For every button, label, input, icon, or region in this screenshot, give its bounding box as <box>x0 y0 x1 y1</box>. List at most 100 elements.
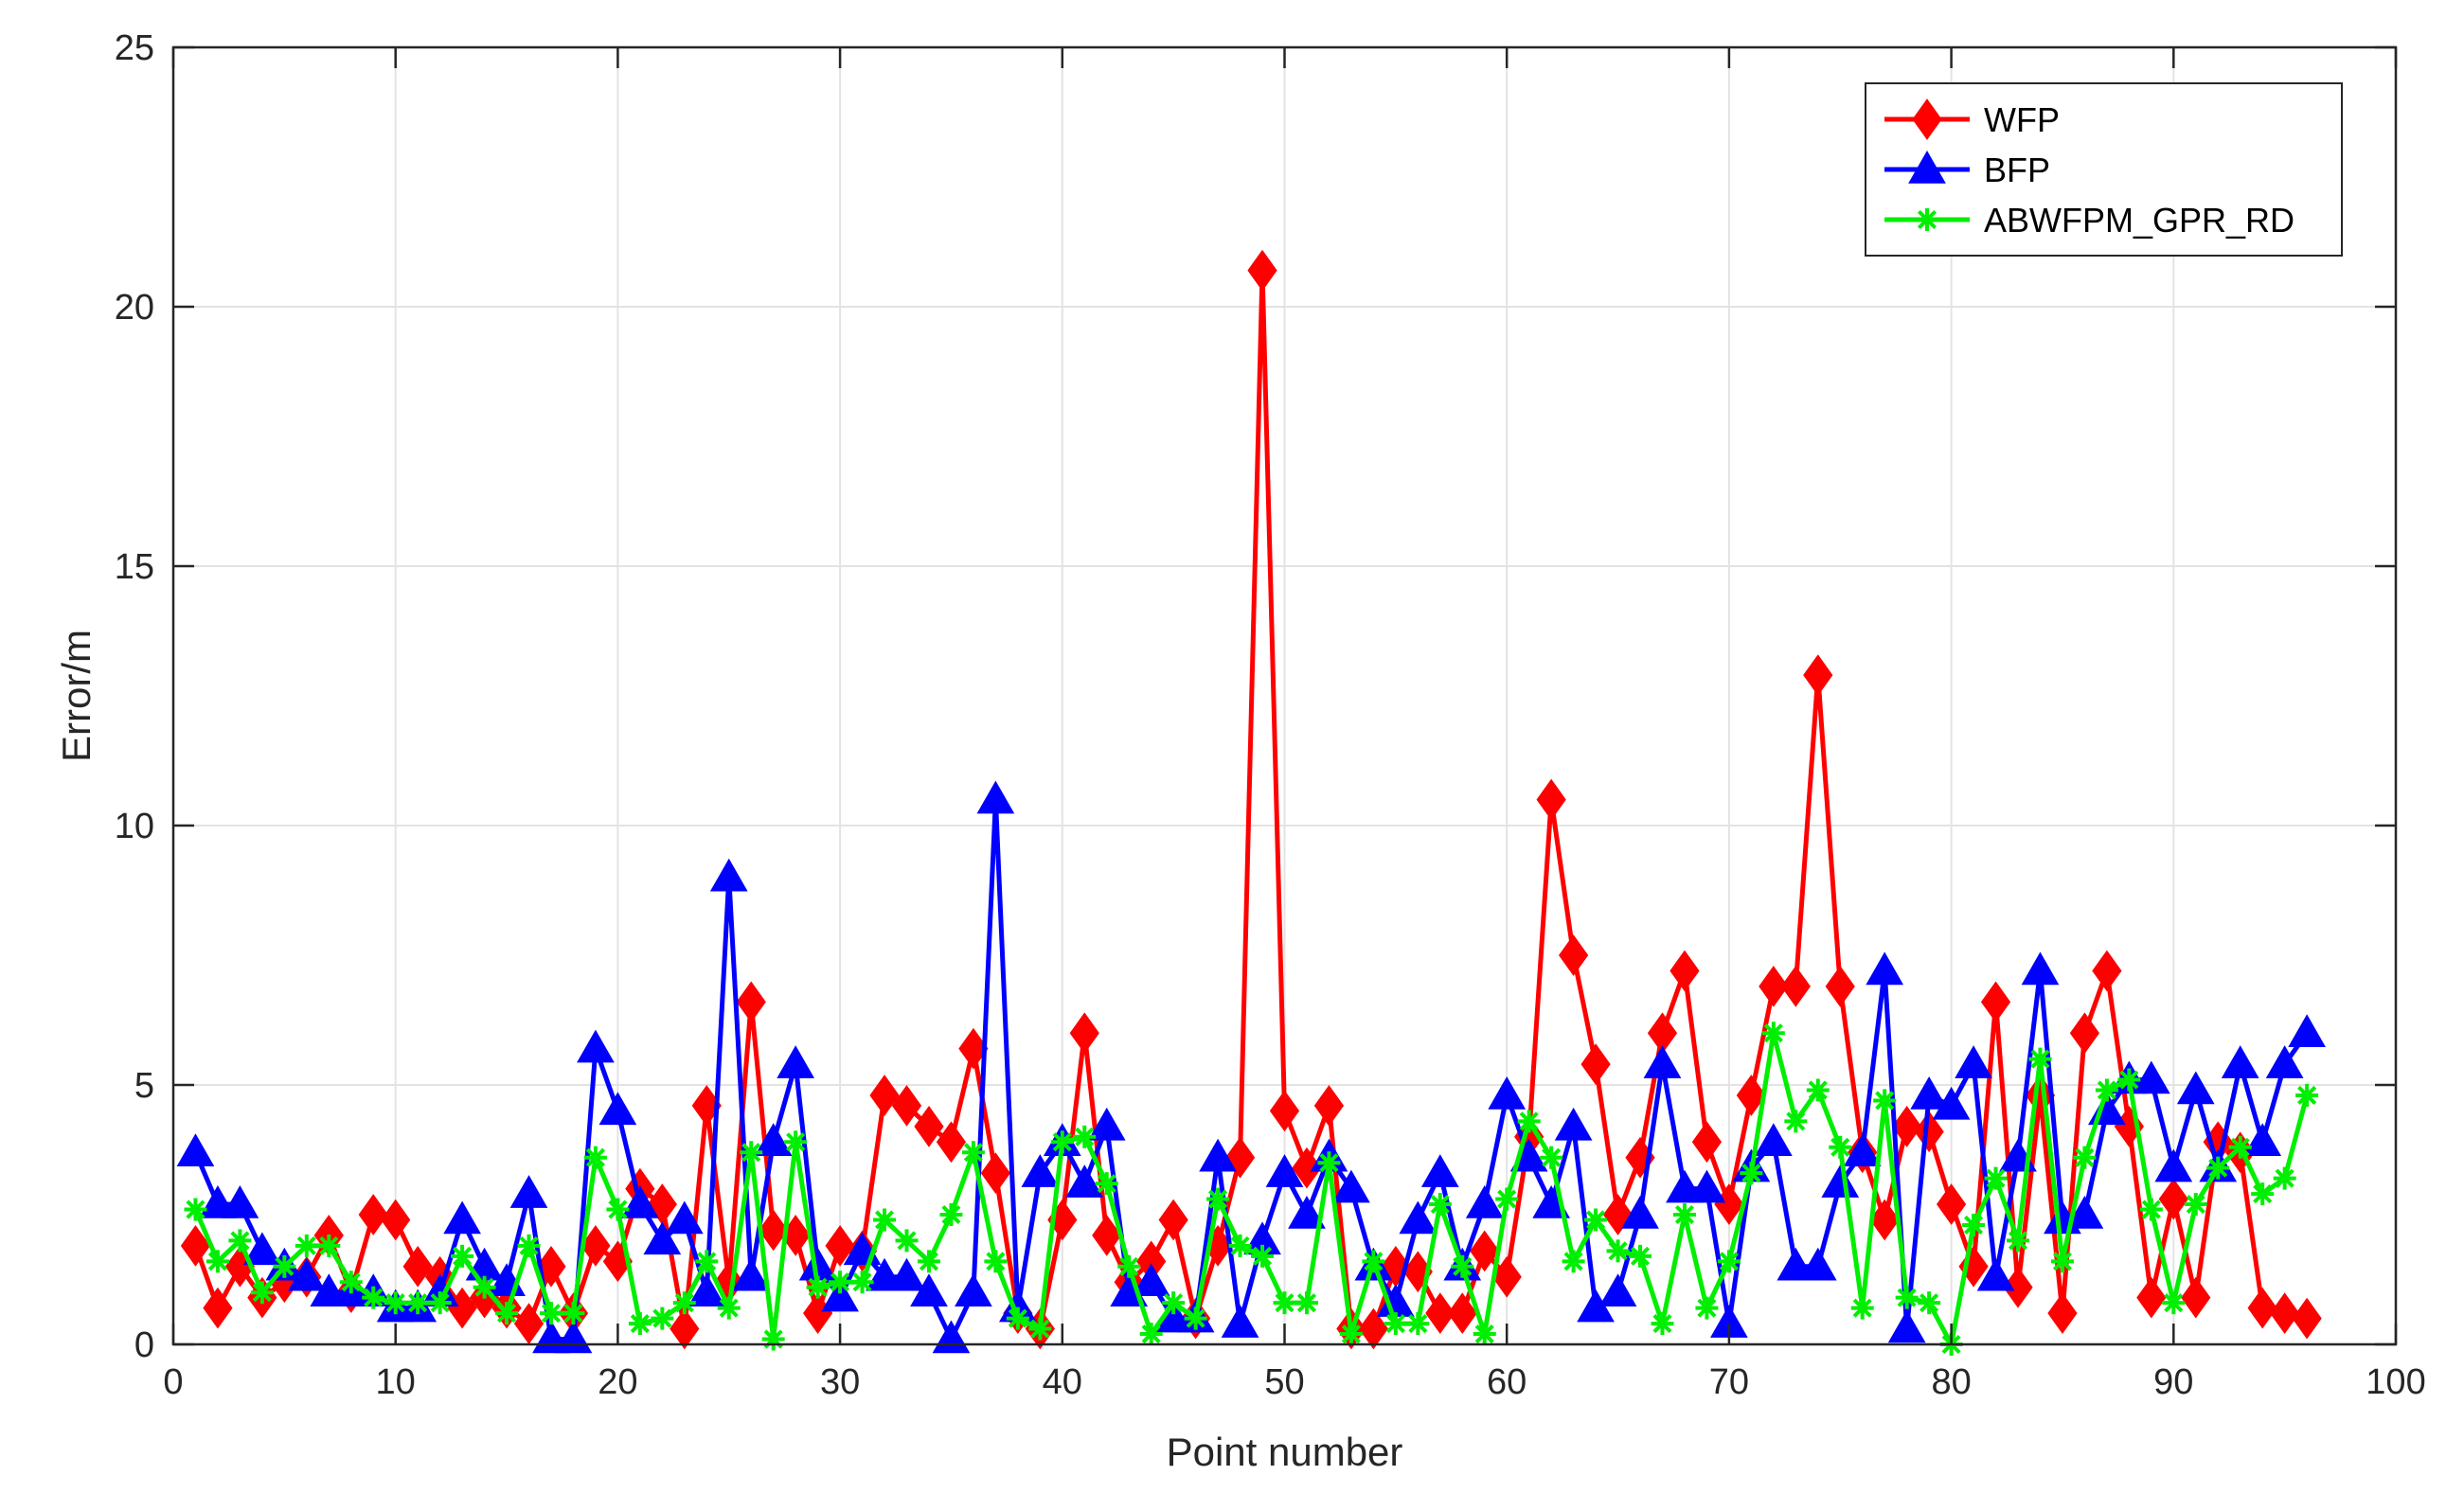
asterisk-stroke <box>1786 1111 1806 1131</box>
data-point-abwfpm-gpr-rd <box>2273 1166 2296 1190</box>
data-point-abwfpm-gpr-rd <box>205 1250 229 1273</box>
asterisk-stroke <box>1385 1314 1405 1334</box>
asterisk-stroke <box>364 1288 384 1307</box>
data-point-wfp <box>1869 1199 1900 1241</box>
data-point-abwfpm-gpr-rd <box>1850 1296 1874 1320</box>
legend-entry-bfp: BFP <box>1884 150 2050 189</box>
data-point-bfp <box>176 1133 215 1166</box>
data-point-abwfpm-gpr-rd <box>651 1306 674 1330</box>
data-point-abwfpm-gpr-rd <box>717 1296 741 1320</box>
asterisk-stroke <box>1608 1241 1628 1261</box>
asterisk-stroke <box>719 1298 739 1318</box>
asterisk-stroke <box>519 1235 539 1255</box>
data-point-bfp <box>821 1278 859 1312</box>
data-point-abwfpm-gpr-rd <box>495 1302 519 1325</box>
data-point-abwfpm-gpr-rd <box>1829 1135 1852 1159</box>
data-point-bfp <box>1199 1138 1237 1172</box>
data-point-abwfpm-gpr-rd <box>473 1275 496 1299</box>
data-point-abwfpm-gpr-rd <box>2228 1135 2252 1159</box>
asterisk-stroke <box>1319 1153 1339 1173</box>
data-point-bfp <box>1643 1045 1682 1078</box>
asterisk-stroke <box>941 1204 961 1225</box>
asterisk-stroke <box>1917 209 1937 230</box>
asterisk-stroke <box>741 1143 761 1163</box>
axis-ticks: 0 10 20 30 40 50 60 70 80 90 100 0 5 10 15 20 25 <box>115 28 2426 1402</box>
data-point-abwfpm-gpr-rd <box>1806 1078 1830 1102</box>
asterisk-stroke <box>496 1304 517 1324</box>
asterisk-stroke <box>1852 1298 1872 1318</box>
asterisk-stroke <box>2186 1194 2205 1215</box>
asterisk-stroke <box>385 1293 405 1313</box>
asterisk-stroke <box>1275 1293 1294 1313</box>
data-point-bfp <box>2221 1045 2259 1078</box>
data-point-abwfpm-gpr-rd <box>384 1291 407 1315</box>
data-point-wfp <box>1980 981 2011 1023</box>
data-point-abwfpm-gpr-rd <box>628 1312 652 1336</box>
asterisk-stroke <box>1075 1127 1095 1146</box>
data-point-bfp <box>1420 1154 1459 1187</box>
asterisk-stroke <box>1808 1080 1828 1100</box>
data-point-bfp <box>1065 1164 1104 1198</box>
y-axis-label: Error/m <box>54 630 98 762</box>
data-point-abwfpm-gpr-rd <box>984 1250 1008 1273</box>
asterisk-stroke <box>275 1256 295 1276</box>
asterisk-stroke <box>563 1304 583 1324</box>
data-point-abwfpm-gpr-rd <box>961 1141 985 1164</box>
data-point-wfp <box>2047 1292 2078 1334</box>
data-point-abwfpm-gpr-rd <box>339 1271 363 1294</box>
asterisk-stroke <box>1164 1293 1184 1313</box>
asterisk-stroke <box>852 1272 872 1292</box>
asterisk-stroke <box>630 1314 650 1334</box>
data-point-wfp <box>1780 966 1811 1007</box>
data-point-wfp <box>759 1209 789 1252</box>
data-point-abwfpm-gpr-rd <box>317 1234 341 1257</box>
asterisk-stroke <box>919 1252 939 1271</box>
asterisk-stroke <box>1563 1252 1583 1271</box>
asterisk-stroke <box>1586 1210 1606 1230</box>
data-point-abwfpm-gpr-rd <box>1784 1110 1808 1133</box>
y-tick-label: 25 <box>115 28 154 68</box>
data-point-abwfpm-gpr-rd <box>1629 1244 1652 1268</box>
legend-marker-bfp <box>1908 150 1946 184</box>
asterisk-stroke <box>1986 1168 2006 1188</box>
asterisk-stroke <box>1097 1174 1116 1194</box>
data-point-abwfpm-gpr-rd <box>895 1229 919 1253</box>
data-point-abwfpm-gpr-rd <box>1384 1312 1407 1336</box>
data-point-abwfpm-gpr-rd <box>1206 1187 1230 1211</box>
data-point-wfp <box>2136 1276 2167 1319</box>
y-tick-label: 0 <box>134 1325 154 1365</box>
asterisk-stroke <box>1674 1204 1695 1225</box>
data-point-wfp <box>1470 1230 1500 1272</box>
asterisk-stroke <box>1252 1246 1273 1266</box>
data-point-abwfpm-gpr-rd <box>428 1291 452 1315</box>
data-point-abwfpm-gpr-rd <box>1695 1296 1719 1320</box>
data-point-abwfpm-gpr-rd <box>1317 1151 1341 1175</box>
data-point-wfp <box>1069 1012 1099 1055</box>
data-point-abwfpm-gpr-rd <box>1117 1254 1141 1278</box>
data-point-abwfpm-gpr-rd <box>2295 1083 2319 1107</box>
data-point-bfp <box>955 1273 992 1306</box>
data-point-bfp <box>754 1123 793 1157</box>
asterisk-stroke <box>1964 1215 1984 1235</box>
data-point-abwfpm-gpr-rd <box>1895 1286 1919 1309</box>
data-point-bfp <box>1955 1045 1992 1078</box>
data-point-bfp <box>1932 1086 1971 1120</box>
data-point-abwfpm-gpr-rd <box>1918 1291 1941 1315</box>
asterisk-stroke <box>296 1235 316 1255</box>
data-point-bfp <box>1754 1123 1793 1157</box>
data-point-bfp <box>1021 1154 1060 1187</box>
data-point-abwfpm-gpr-rd <box>1873 1089 1897 1112</box>
asterisk-stroke <box>1497 1189 1517 1209</box>
asterisk-stroke <box>697 1252 717 1271</box>
data-point-abwfpm-gpr-rd <box>583 1146 607 1169</box>
data-point-bfp <box>1910 1075 1948 1110</box>
asterisk-stroke <box>1630 1246 1651 1266</box>
x-tick-label: 10 <box>376 1362 416 1402</box>
x-tick-label: 40 <box>1043 1362 1082 1402</box>
asterisk-stroke <box>2030 1049 2050 1069</box>
asterisk-stroke <box>1741 1164 1761 1183</box>
data-point-abwfpm-gpr-rd <box>1006 1306 1029 1330</box>
legend-entry-abwfpm-gpr-rd: ABWFPM_GPR_RD <box>1884 201 2294 240</box>
x-tick-label: 80 <box>1931 1362 1971 1402</box>
data-point-bfp <box>2132 1060 2170 1094</box>
